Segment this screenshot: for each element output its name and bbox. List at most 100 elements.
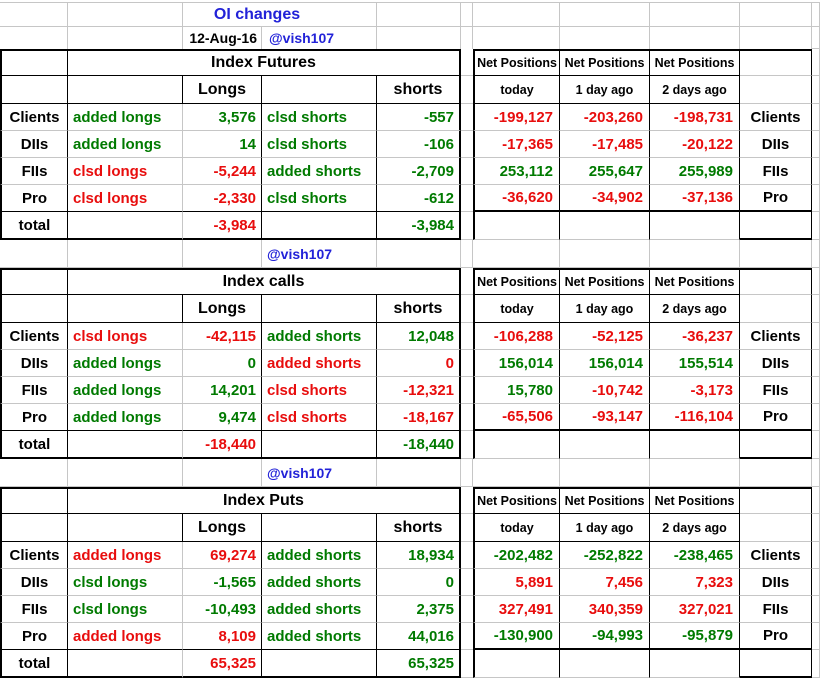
- short-action-cell: added shorts: [262, 323, 377, 350]
- period-header-2days: 2 days ago: [650, 514, 740, 542]
- grid-cell: [461, 76, 473, 104]
- grid-cell: [461, 49, 473, 76]
- separator-row: @vish107: [0, 240, 820, 268]
- net-positions-header: Net Positions: [650, 268, 740, 295]
- grid-cell: [461, 323, 473, 350]
- net-positions-header: Net Positions: [650, 487, 740, 514]
- short-value-cell: 0: [377, 350, 461, 377]
- long-action-cell: clsd longs: [68, 569, 183, 596]
- grid-cell: [461, 268, 473, 295]
- net-1day-cell: 255,647: [560, 158, 650, 185]
- grid-cell: [473, 27, 560, 49]
- grid-cell: [68, 459, 183, 487]
- grid-cell: [68, 76, 183, 104]
- grid-cell: [0, 27, 68, 49]
- right-label-cell: FIIs: [740, 158, 812, 185]
- right-label-cell: DIIs: [740, 131, 812, 158]
- grid-cell: [461, 487, 473, 514]
- short-value-cell: 18,934: [377, 542, 461, 569]
- period-header-today: today: [473, 76, 560, 104]
- grid-cell: [560, 459, 650, 487]
- long-value-cell: -10,493: [183, 596, 262, 623]
- long-action-cell: added longs: [68, 104, 183, 131]
- row-label-cell: FIIs: [0, 596, 68, 623]
- short-value-cell: -557: [377, 104, 461, 131]
- data-rows: Clients added longs 69,274 added shorts …: [0, 542, 820, 650]
- total-row: total -3,984 -3,984: [0, 212, 820, 240]
- long-value-cell: 69,274: [183, 542, 262, 569]
- short-value-cell: 2,375: [377, 596, 461, 623]
- right-label-cell: Clients: [740, 323, 812, 350]
- grid-cell: [0, 514, 68, 542]
- short-action-cell: added shorts: [262, 623, 377, 650]
- net-today-cell: 156,014: [473, 350, 560, 377]
- sections: Index Futures Net Positions Net Position…: [0, 49, 820, 678]
- shorts-column-header: shorts: [377, 76, 461, 104]
- section-title: Index Futures: [68, 49, 461, 76]
- row-label-cell: DIIs: [0, 569, 68, 596]
- table-row: Pro added longs 9,474 clsd shorts -18,16…: [0, 404, 820, 431]
- grid-cell: [183, 459, 262, 487]
- grid-cell: [68, 514, 183, 542]
- long-action-cell: clsd longs: [68, 596, 183, 623]
- grid-cell: [812, 623, 820, 650]
- grid-cell: [473, 650, 560, 678]
- page-title: OI changes: [183, 3, 377, 27]
- grid-cell: [812, 487, 820, 514]
- longs-column-header: Longs: [183, 514, 262, 542]
- shorts-column-header: shorts: [377, 514, 461, 542]
- net-2days-cell: -37,136: [650, 185, 740, 212]
- total-label-cell: total: [0, 212, 68, 240]
- grid-cell: [812, 295, 820, 323]
- table-row: Pro added longs 8,109 added shorts 44,01…: [0, 623, 820, 650]
- grid-cell: [812, 431, 820, 459]
- net-today-cell: 15,780: [473, 377, 560, 404]
- grid-cell: [0, 268, 68, 295]
- grid-cell: [740, 650, 812, 678]
- grid-cell: [0, 49, 68, 76]
- net-today-cell: -130,900: [473, 623, 560, 650]
- short-action-cell: added shorts: [262, 158, 377, 185]
- grid-cell: [461, 158, 473, 185]
- net-2days-cell: 7,323: [650, 569, 740, 596]
- grid-cell: [740, 431, 812, 459]
- table-row: Clients added longs 69,274 added shorts …: [0, 542, 820, 569]
- grid-cell: [812, 185, 820, 212]
- handle-link: @vish107: [262, 27, 377, 49]
- longs-column-header: Longs: [183, 295, 262, 323]
- grid-cell: [262, 514, 377, 542]
- long-value-cell: 0: [183, 350, 262, 377]
- table-row: Clients added longs 3,576 clsd shorts -5…: [0, 104, 820, 131]
- net-2days-cell: 327,021: [650, 596, 740, 623]
- short-value-cell: 12,048: [377, 323, 461, 350]
- grid-cell: [461, 27, 473, 49]
- total-long-cell: 65,325: [183, 650, 262, 678]
- grid-cell: [377, 459, 461, 487]
- net-positions-header: Net Positions: [560, 49, 650, 76]
- total-short-cell: -18,440: [377, 431, 461, 459]
- grid-cell: [812, 514, 820, 542]
- right-label-cell: Clients: [740, 542, 812, 569]
- right-label-cell: Pro: [740, 404, 812, 431]
- column-header-row: Longs shorts today 1 day ago 2 days ago: [0, 295, 820, 323]
- grid-cell: [461, 404, 473, 431]
- date-row: 12-Aug-16 @vish107: [0, 27, 820, 49]
- grid-cell: [560, 650, 650, 678]
- grid-cell: [560, 212, 650, 240]
- net-1day-cell: -252,822: [560, 542, 650, 569]
- net-positions-header: Net Positions: [473, 268, 560, 295]
- grid-cell: [812, 650, 820, 678]
- grid-cell: [740, 240, 812, 268]
- row-label-cell: Pro: [0, 185, 68, 212]
- short-action-cell: added shorts: [262, 350, 377, 377]
- net-positions-header: Net Positions: [473, 49, 560, 76]
- net-positions-header: Net Positions: [560, 487, 650, 514]
- grid-cell: [461, 104, 473, 131]
- grid-cell: [262, 76, 377, 104]
- period-header-1day: 1 day ago: [560, 76, 650, 104]
- net-1day-cell: 340,359: [560, 596, 650, 623]
- short-value-cell: -18,167: [377, 404, 461, 431]
- grid-cell: [473, 212, 560, 240]
- short-value-cell: -612: [377, 185, 461, 212]
- net-1day-cell: -203,260: [560, 104, 650, 131]
